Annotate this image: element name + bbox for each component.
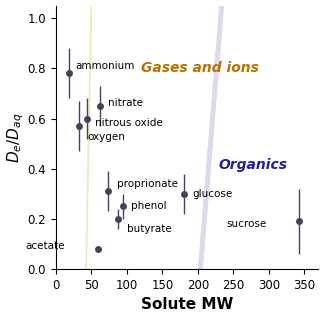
Text: sucrose: sucrose	[226, 219, 267, 229]
Text: ammonium: ammonium	[75, 61, 135, 72]
X-axis label: Solute MW: Solute MW	[141, 297, 233, 313]
Text: nitrous oxide: nitrous oxide	[96, 118, 163, 128]
Text: glucose: glucose	[192, 189, 232, 199]
Text: Gases and ions: Gases and ions	[141, 61, 259, 75]
Text: acetate: acetate	[26, 241, 65, 251]
Ellipse shape	[98, 0, 311, 318]
Ellipse shape	[58, 0, 121, 318]
Text: phenol: phenol	[131, 201, 167, 211]
Text: nitrate: nitrate	[108, 98, 143, 108]
Text: Organics: Organics	[219, 158, 288, 172]
Text: butyrate: butyrate	[127, 224, 171, 234]
Y-axis label: $D_e/D_{aq}$: $D_e/D_{aq}$	[6, 112, 26, 162]
Text: oxygen: oxygen	[87, 132, 125, 142]
Text: proprionate: proprionate	[117, 179, 178, 190]
